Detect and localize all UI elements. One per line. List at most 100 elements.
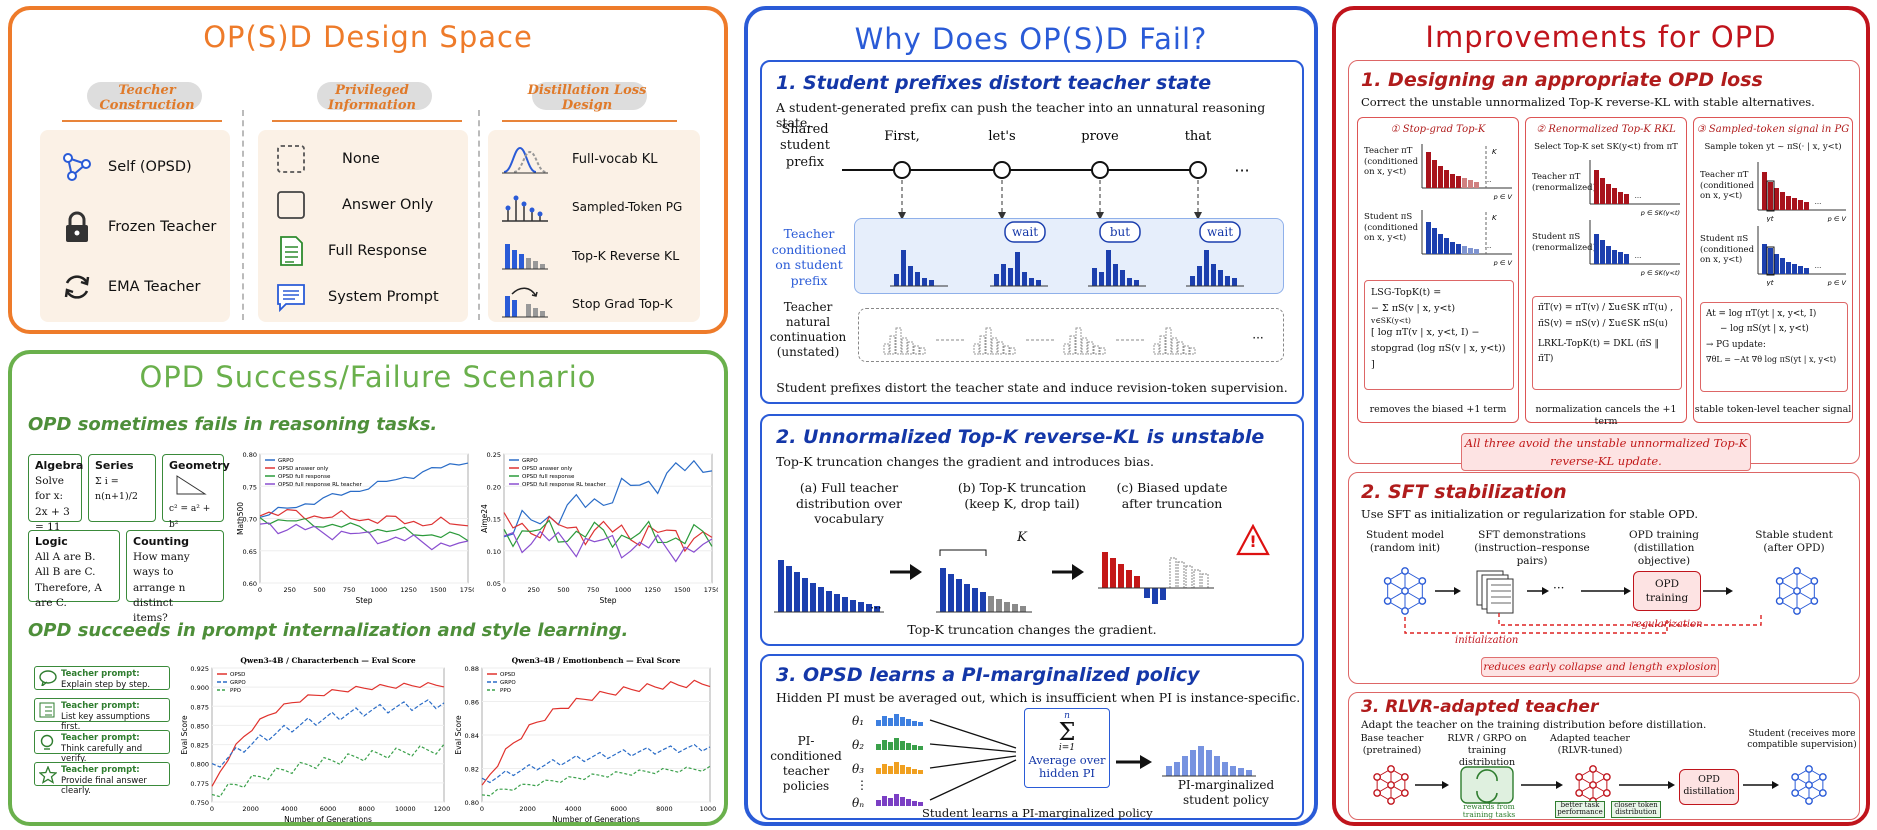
chart-text: 0.900 [190, 684, 209, 692]
full-distribution-label: (a) Full teacher distribution over vocab… [796, 480, 902, 527]
section-subtitle: Adapt the teacher on the training distri… [1361, 719, 1707, 731]
bar [1432, 160, 1437, 188]
chart-text: ··· [1815, 200, 1822, 208]
bar [1462, 246, 1467, 254]
square-icon [274, 188, 308, 222]
bar [912, 769, 917, 774]
bar [996, 599, 1002, 612]
bar [988, 596, 994, 612]
ghost-bar [913, 345, 920, 355]
bar [894, 714, 899, 726]
bar [874, 606, 880, 612]
bar [1780, 192, 1785, 210]
chart-text: 1750 [704, 586, 718, 594]
network-node [1400, 773, 1409, 781]
document-page [1486, 578, 1514, 614]
bar [1600, 240, 1605, 264]
network-node [1602, 773, 1611, 781]
bar [1438, 166, 1443, 188]
chart-text: ··· [1485, 178, 1492, 186]
teacher-bars: ··· Kp ∈ V [1421, 144, 1513, 200]
bar [906, 719, 911, 726]
bar [1214, 756, 1220, 776]
chart-text: 500 [557, 586, 569, 594]
chart-text: 0.70 [243, 516, 257, 524]
refresh-icon [1476, 790, 1498, 803]
network-node [1810, 577, 1819, 585]
panel-title: Improvements for OPD [1425, 20, 1777, 54]
chart-text: 0.925 [190, 665, 209, 673]
chart-text: 250 [284, 586, 296, 594]
checklist-icon [39, 702, 55, 722]
chart-text: 0.825 [190, 742, 209, 750]
bar [1144, 588, 1150, 598]
ghost-bar [1093, 345, 1100, 355]
info-label: Answer Only [342, 197, 434, 213]
arrow-head [1194, 212, 1202, 220]
series-line [259, 462, 469, 518]
chart-text: 0 [502, 586, 506, 594]
network-node [1775, 597, 1784, 605]
bar [1246, 770, 1252, 776]
token-node [993, 161, 1011, 179]
chart-text: 0.60 [243, 580, 257, 588]
bar [794, 572, 800, 612]
bar [1232, 278, 1237, 286]
swap-bar-icon [502, 286, 548, 320]
network-node [1387, 797, 1395, 805]
theta-1: θ₁ [852, 714, 865, 728]
bar [900, 765, 905, 774]
bar [1012, 604, 1018, 612]
bar [1008, 268, 1013, 286]
arrow-head [1096, 212, 1104, 220]
bar [1474, 249, 1479, 254]
bar [888, 766, 893, 774]
chart-text: GRPO [278, 458, 294, 464]
token-node [893, 161, 911, 179]
design-space-panel: OP(S)D Design Space Teacher Construction… [8, 6, 728, 334]
card-counting: Counting How many ways to arrange n distin… [126, 530, 224, 624]
chart-text: ··· [1485, 244, 1492, 252]
divider [242, 110, 244, 320]
arrow-head [1072, 564, 1084, 580]
bar [980, 592, 986, 612]
column-heading: Privileged Information [328, 83, 416, 113]
chart-text: 1250 [400, 586, 417, 594]
dashed-connector [1498, 613, 1762, 626]
section-heading: 1. Student prefixes distort teacher stat… [776, 72, 1212, 94]
chart-text: 6000 [320, 805, 337, 813]
prefix-timeline: First, let's prove that ··· [842, 129, 1250, 220]
chart-text: 1000 [615, 586, 632, 594]
bar [882, 764, 887, 774]
chart-text: 10000 [395, 805, 416, 813]
network-node [1418, 597, 1427, 605]
initialization-label: initialization [1455, 635, 1519, 646]
loss-pg: Sampled-Token PG [502, 190, 682, 224]
natural-box [858, 308, 1284, 362]
chart-text: yt [1766, 215, 1774, 222]
token-node [1091, 161, 1109, 179]
bar [1099, 272, 1104, 286]
card-logic: Logic All A are B. All B are C. Therefore, … [28, 530, 120, 609]
bar [1768, 182, 1773, 210]
info-answer: Answer Only [274, 188, 433, 222]
ghost-bar [1185, 565, 1193, 589]
chart-text: OPSD answer only [522, 466, 573, 472]
refresh-icon [60, 270, 94, 304]
bar [778, 560, 784, 612]
bar [882, 740, 887, 750]
ghost-bar [979, 335, 986, 355]
theta-n: θₙ [852, 796, 865, 810]
ghost-bar [1159, 335, 1166, 355]
bar [882, 716, 887, 726]
bar [1238, 768, 1244, 776]
ghost-bar [895, 327, 902, 355]
bar [1211, 264, 1216, 286]
info-system: System Prompt [274, 280, 439, 314]
arrow [929, 759, 1017, 801]
bar [1594, 170, 1599, 204]
section-heading: 2. Unnormalized Top-K reverse-KL is unst… [776, 426, 1265, 448]
student-bars: ··· yt p ∈ V [1757, 226, 1847, 286]
section-subtitle: Top-K truncation changes the gradient an… [776, 454, 1154, 469]
bar [842, 597, 848, 612]
